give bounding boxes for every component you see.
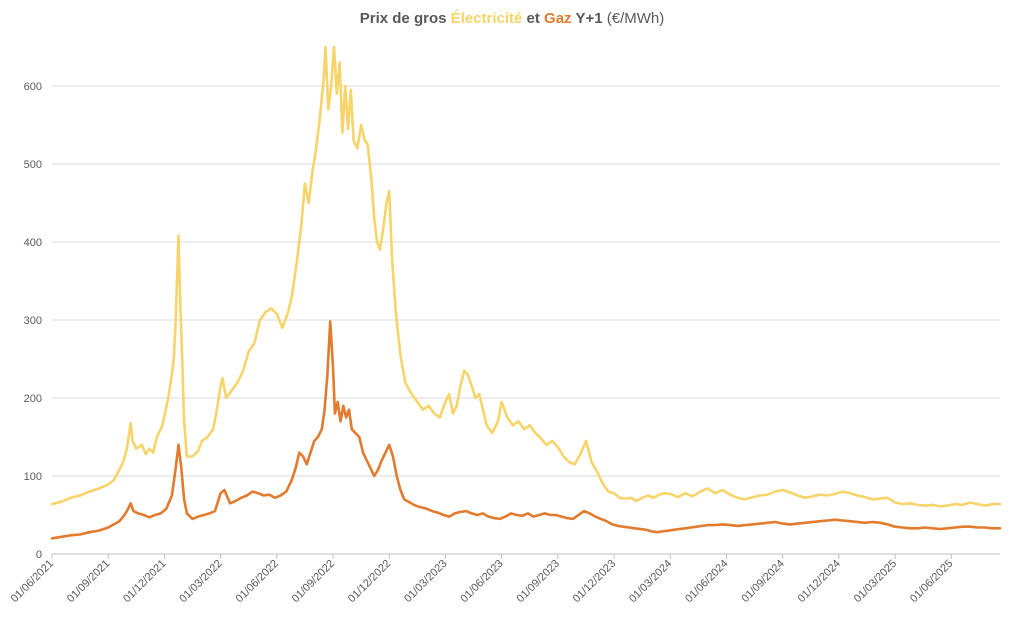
x-tick-label: 01/03/2024 (627, 558, 674, 605)
y-tick-label-300: 300 (24, 315, 42, 327)
x-tick-label: 01/09/2024 (739, 558, 786, 605)
y-tick-labels: 0 100 200 300 400 500 600 (24, 81, 42, 561)
x-tick-label: 01/06/2023 (458, 558, 505, 605)
title-electricity: Électricité (450, 10, 523, 27)
y-tick-label-200: 200 (24, 393, 42, 405)
y-tick-label-500: 500 (24, 159, 42, 171)
series-line-electricity (50, 45, 1002, 508)
y-tick-label-0: 0 (36, 549, 42, 561)
axes (51, 553, 1000, 559)
series-line-gas (50, 320, 1002, 540)
x-tick-label: 01/03/2023 (402, 558, 449, 605)
title-prefix: Prix de gros (359, 10, 451, 27)
y-tick-label-400: 400 (24, 237, 42, 249)
x-tick-label: 01/09/2022 (290, 558, 337, 605)
x-tick-label: 01/09/2023 (515, 558, 562, 605)
y-tick-label-100: 100 (24, 471, 42, 483)
x-tick-label: 01/06/2021 (9, 558, 56, 605)
x-tick-label: 01/03/2022 (177, 558, 224, 605)
y-tick-label-600: 600 (24, 81, 42, 93)
title-gas: Gaz (544, 10, 572, 27)
x-tick-labels: 01/06/2021 01/09/2021 01/12/2021 01/03/2022… (9, 558, 956, 605)
x-tick-label: 01/12/2023 (571, 558, 618, 605)
series-lines (50, 45, 1002, 540)
x-tick-label: 01/06/2025 (908, 558, 955, 605)
x-tick-label: 01/09/2021 (65, 558, 112, 605)
x-tick-label: 01/12/2022 (346, 558, 393, 605)
gridlines (52, 85, 1000, 477)
chart-title: Prix de gros Électricité et Gaz Y+1 (€/M… (0, 10, 1024, 27)
x-tick-label: 01/12/2024 (796, 558, 843, 605)
x-tick-label: 01/03/2025 (852, 558, 899, 605)
title-unit: (€/MWh) (602, 10, 665, 27)
title-suffix: Y+1 (571, 10, 603, 27)
title-middle: et (522, 10, 545, 27)
x-tick-label: 01/06/2022 (234, 558, 281, 605)
x-tick-label: 01/12/2021 (121, 558, 168, 605)
x-tick-label: 01/06/2024 (683, 558, 730, 605)
